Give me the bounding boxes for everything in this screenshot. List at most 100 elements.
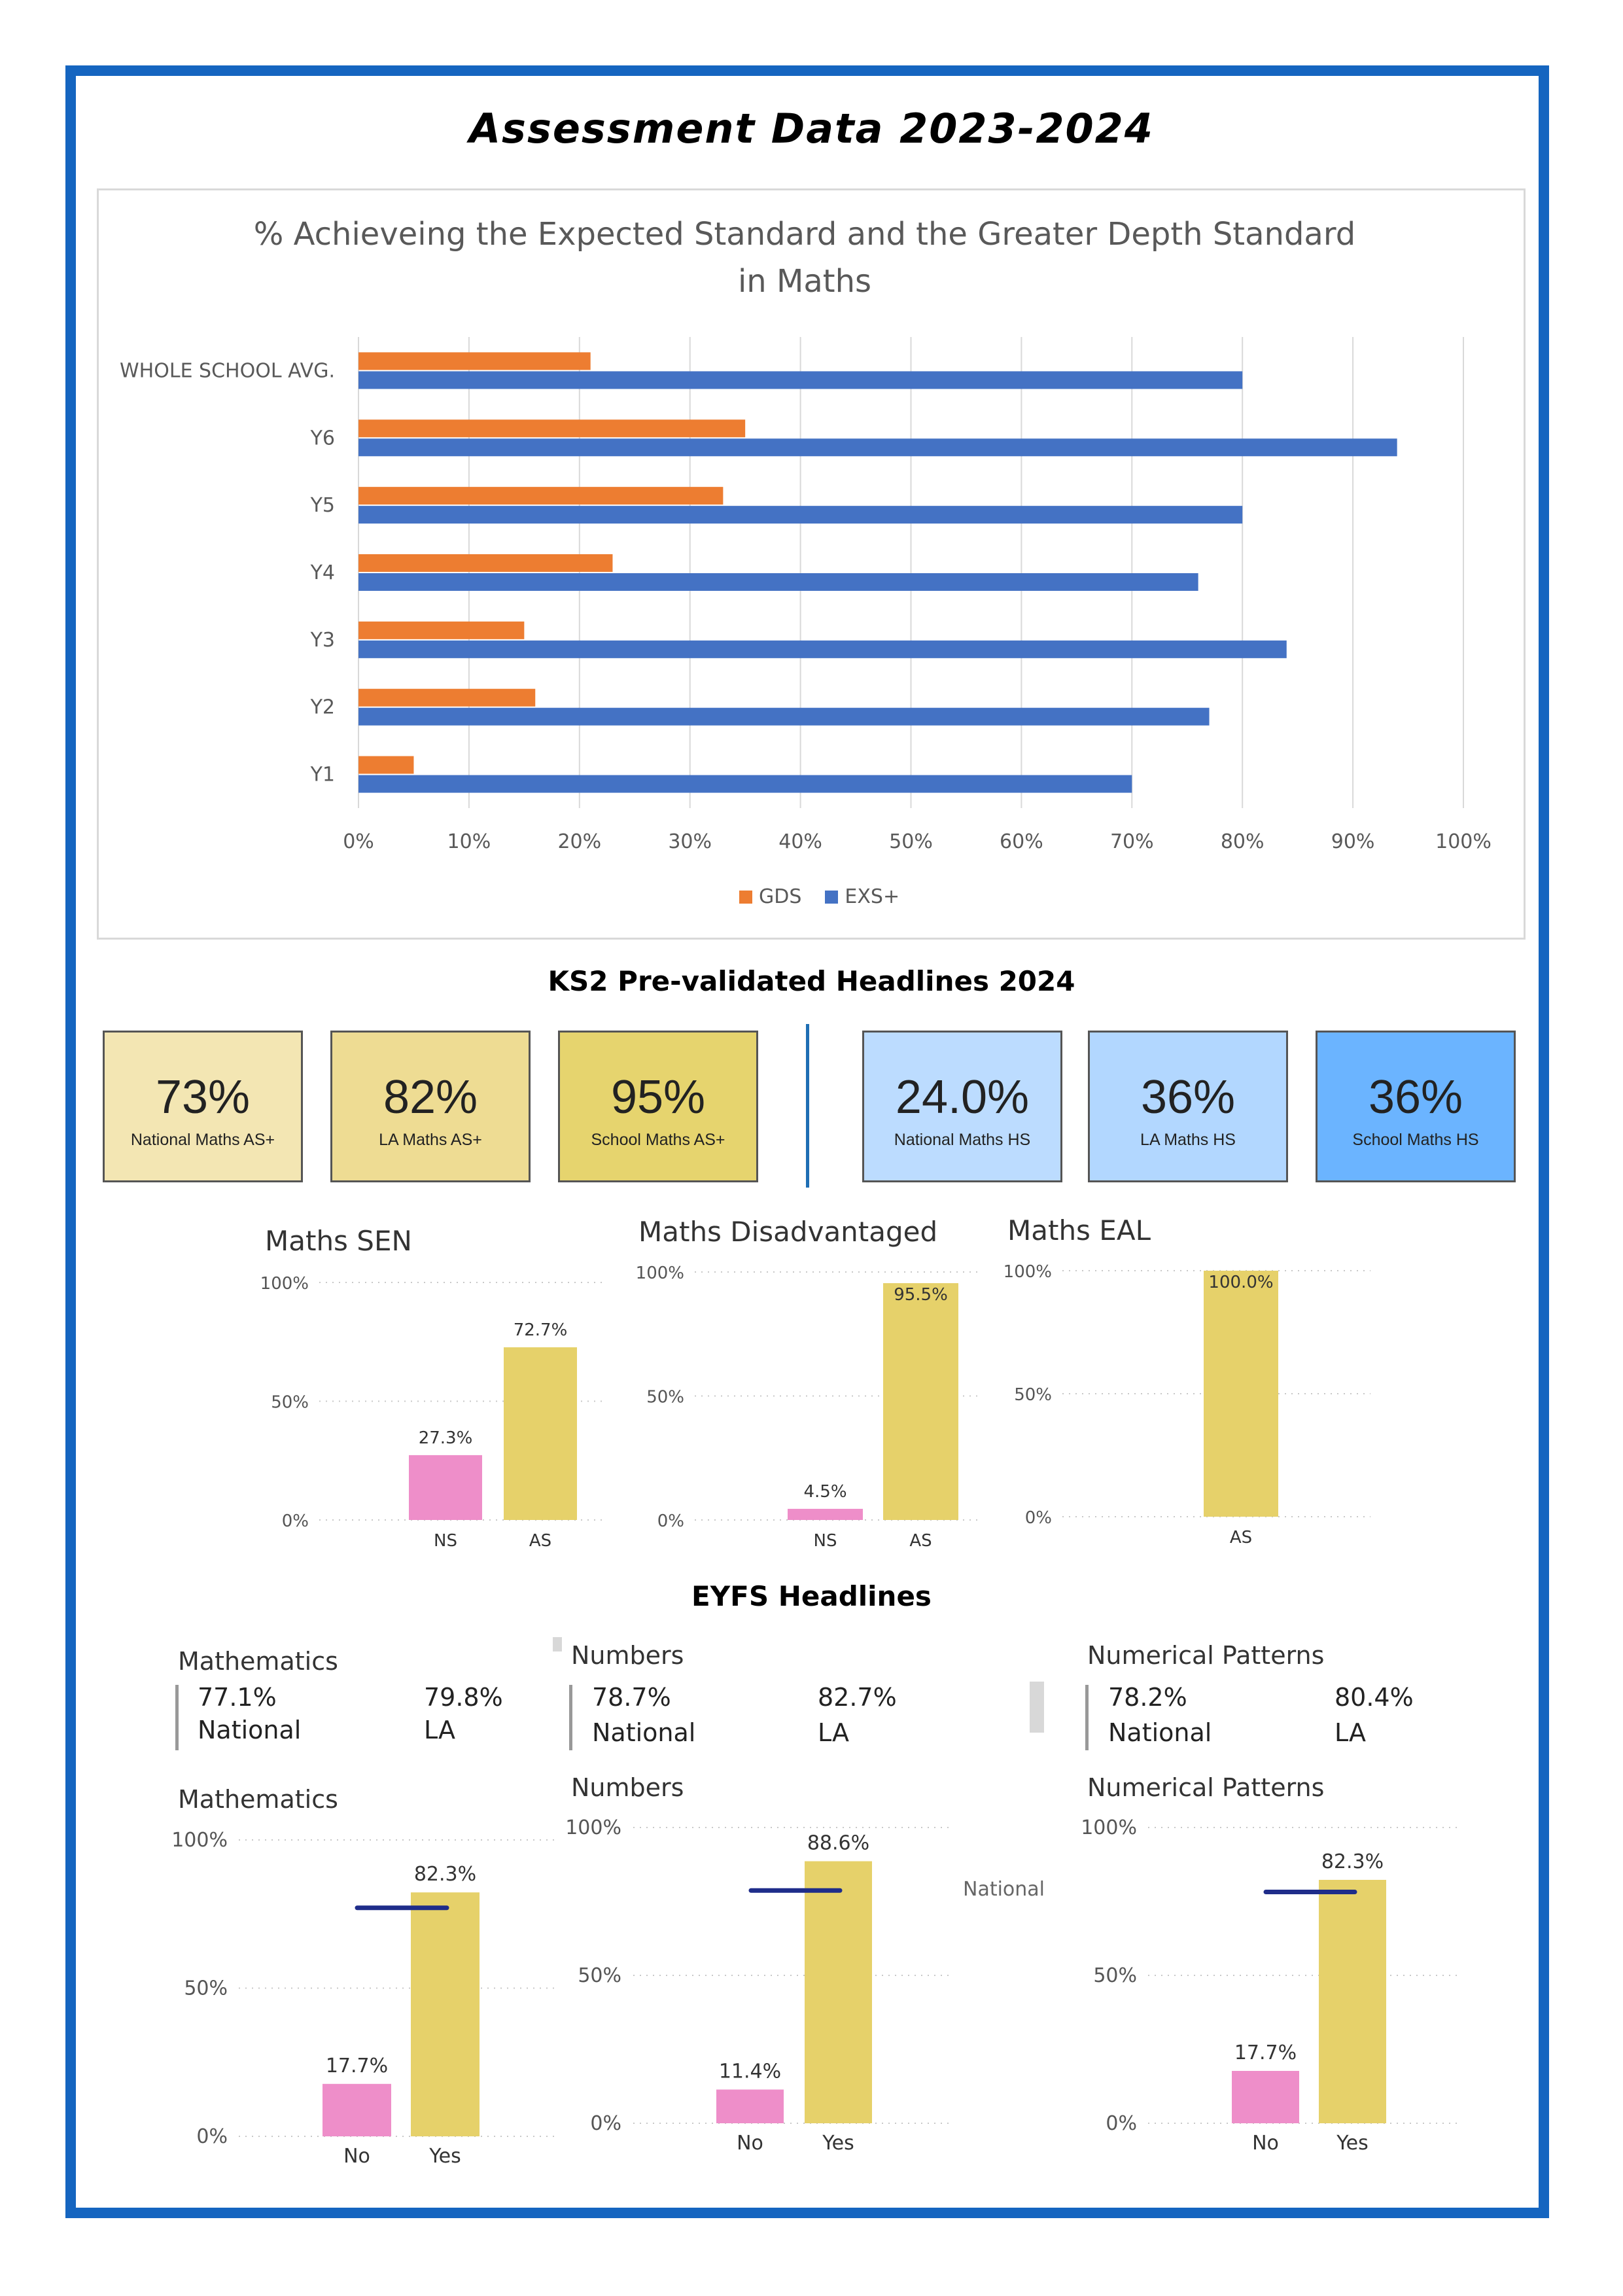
national-label: National bbox=[198, 1716, 302, 1744]
legend-exs-swatch bbox=[825, 890, 839, 904]
y-tick-label: 50% bbox=[646, 1388, 684, 1407]
y-tick-label: 50% bbox=[578, 1964, 621, 1987]
national-value: 77.1% bbox=[198, 1683, 277, 1712]
data-label: 17.7% bbox=[326, 2055, 388, 2077]
bar-ns bbox=[409, 1455, 482, 1520]
headline-value: 73% bbox=[155, 1071, 251, 1123]
data-label: 100.0% bbox=[1208, 1273, 1273, 1292]
category-label: No bbox=[737, 2132, 763, 2155]
bar-as bbox=[883, 1283, 958, 1520]
category-label: Y1 bbox=[310, 764, 335, 786]
data-label: 11.4% bbox=[719, 2060, 781, 2083]
gds-bar bbox=[358, 487, 724, 505]
category-label: Y4 bbox=[310, 561, 335, 584]
gds-bar bbox=[358, 756, 414, 774]
gds-bar bbox=[358, 554, 613, 572]
la-label: LA bbox=[1335, 1718, 1367, 1747]
data-label: 4.5% bbox=[803, 1482, 846, 1502]
data-label: 82.3% bbox=[1321, 1850, 1384, 1873]
headline-card-national-maths-as: 73% National Maths AS+ bbox=[103, 1031, 303, 1182]
legend-gds-swatch bbox=[739, 890, 752, 904]
category-label: Yes bbox=[428, 2145, 461, 2168]
y-tick-label: 100% bbox=[260, 1274, 309, 1294]
y-tick-label: 0% bbox=[590, 2112, 621, 2135]
ks2-divider bbox=[806, 1024, 809, 1188]
la-label: LA bbox=[424, 1716, 456, 1744]
category-label: WHOLE SCHOOL AVG. bbox=[120, 359, 335, 382]
la-value: 79.8% bbox=[424, 1683, 503, 1712]
data-label: 88.6% bbox=[807, 1832, 869, 1855]
category-label: Y6 bbox=[310, 427, 335, 450]
headline-label: National Maths HS bbox=[894, 1131, 1031, 1149]
y-tick-label: 50% bbox=[271, 1393, 309, 1413]
exs-bar bbox=[358, 707, 1210, 726]
eyfs-chart-title-mathematics: Mathematics bbox=[178, 1785, 338, 1814]
page-title: Assessment Data 2023-2024 bbox=[469, 105, 1154, 152]
x-tick-label: 80% bbox=[1221, 830, 1265, 853]
bar-no bbox=[716, 2089, 784, 2123]
category-label: No bbox=[1252, 2132, 1279, 2155]
bar-yes bbox=[1319, 1880, 1386, 2123]
y-tick-label: 100% bbox=[1003, 1262, 1052, 1282]
decorative-marker bbox=[1030, 1682, 1044, 1733]
category-label: AS bbox=[1230, 1528, 1252, 1547]
headline-label: School Maths HS bbox=[1352, 1131, 1479, 1149]
exs-bar bbox=[358, 371, 1243, 389]
eyfs-chart-title-numbers: Numbers bbox=[571, 1773, 684, 1802]
y-tick-label: 0% bbox=[196, 2125, 228, 2148]
stat-divider bbox=[569, 1685, 572, 1750]
exs-bar bbox=[358, 640, 1287, 658]
page-border bbox=[65, 65, 1549, 2218]
x-tick-label: 30% bbox=[668, 830, 712, 853]
category-label: NS bbox=[814, 1531, 837, 1551]
data-label: 72.7% bbox=[514, 1320, 568, 1340]
category-label: AS bbox=[529, 1531, 551, 1551]
exs-bar bbox=[358, 506, 1243, 524]
y-tick-label: 50% bbox=[1014, 1385, 1052, 1405]
eyfs-chart-title-numerical-patterns: Numerical Patterns bbox=[1087, 1773, 1325, 1802]
bar-ns bbox=[788, 1508, 863, 1520]
ks2-section-title: KS2 Pre-validated Headlines 2024 bbox=[548, 965, 1075, 997]
maths-sen-title: Maths SEN bbox=[265, 1225, 412, 1257]
x-tick-label: 40% bbox=[778, 830, 822, 853]
headline-card-la-maths-as: 82% LA Maths AS+ bbox=[330, 1031, 531, 1182]
headline-value: 82% bbox=[383, 1071, 478, 1123]
gds-bar bbox=[358, 419, 746, 438]
category-label: NS bbox=[434, 1531, 457, 1551]
headline-value: 36% bbox=[1140, 1071, 1236, 1123]
x-tick-label: 20% bbox=[557, 830, 601, 853]
national-label: National bbox=[592, 1718, 696, 1747]
category-label: No bbox=[343, 2145, 370, 2168]
maths-standard-bar-chart: 0% 10% 20% 30% 40% 50% 60% 70% 80% 90% 100% WHOLE S… bbox=[120, 337, 1492, 853]
x-tick-label: 100% bbox=[1435, 830, 1492, 853]
headline-card-la-maths-hs: 36% LA Maths HS bbox=[1088, 1031, 1288, 1182]
headline-value: 24.0% bbox=[895, 1071, 1030, 1123]
category-label: Yes bbox=[1336, 2132, 1368, 2155]
chart-legend: GDS EXS+ bbox=[739, 885, 899, 908]
bar-no bbox=[323, 2083, 391, 2136]
eyfs-stat-title-numerical-patterns: Numerical Patterns bbox=[1087, 1641, 1325, 1670]
x-tick-label: 0% bbox=[343, 830, 374, 853]
headline-label: LA Maths HS bbox=[1140, 1131, 1236, 1149]
y-tick-label: 50% bbox=[1093, 1964, 1137, 1987]
y-tick-label: 100% bbox=[1081, 1816, 1137, 1839]
exs-bar bbox=[358, 775, 1132, 793]
headline-value: 95% bbox=[610, 1071, 706, 1123]
maths-disadvantaged-title: Maths Disadvantaged bbox=[638, 1216, 938, 1248]
stat-divider bbox=[1085, 1685, 1089, 1750]
headline-card-national-maths-hs: 24.0% National Maths HS bbox=[862, 1031, 1062, 1182]
x-tick-label: 70% bbox=[1110, 830, 1154, 853]
bar-no bbox=[1232, 2070, 1299, 2123]
x-tick-label: 60% bbox=[1000, 830, 1043, 853]
maths-eal-title: Maths EAL bbox=[1007, 1214, 1151, 1246]
category-label: AS bbox=[909, 1531, 932, 1551]
headline-label: National Maths AS+ bbox=[130, 1131, 275, 1149]
eyfs-section-title: EYFS Headlines bbox=[691, 1580, 932, 1612]
data-label: 17.7% bbox=[1234, 2041, 1297, 2064]
stat-divider bbox=[175, 1685, 179, 1750]
national-value: 78.2% bbox=[1108, 1683, 1187, 1712]
bar-as bbox=[1204, 1271, 1278, 1517]
exs-bar bbox=[358, 573, 1198, 591]
gds-bar bbox=[358, 621, 525, 639]
